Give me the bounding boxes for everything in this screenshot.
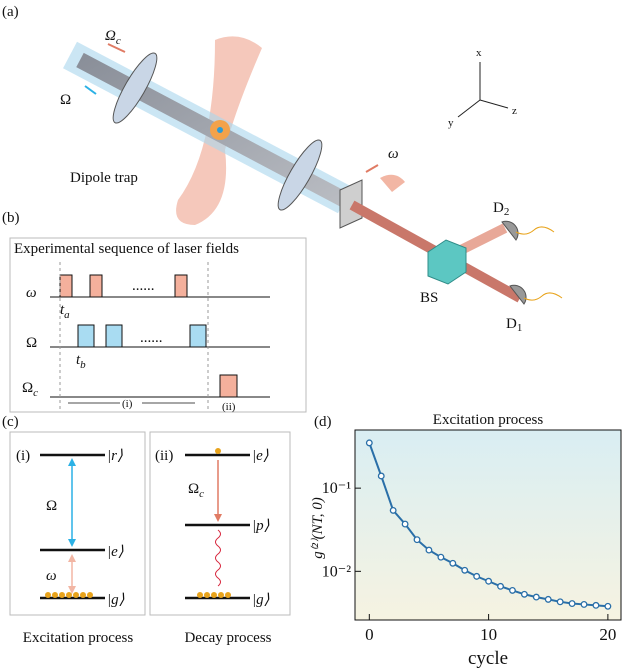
point xyxy=(556,598,564,606)
point xyxy=(389,506,397,514)
omega-c-label: Ωc xyxy=(105,28,121,47)
y-tick-label: 10⁻¹ xyxy=(322,480,351,497)
sym: Ω xyxy=(188,481,199,497)
point xyxy=(401,520,409,528)
time-label: ta xyxy=(60,302,70,321)
point xyxy=(532,593,540,601)
omega-label: ω xyxy=(388,146,399,162)
ellipsis: ...... xyxy=(132,278,155,294)
point xyxy=(425,546,433,554)
coupling-label: ω xyxy=(46,568,57,584)
point xyxy=(568,600,576,607)
x-tick-label: 20 xyxy=(599,625,616,644)
sym: t xyxy=(60,302,65,318)
sub: 2 xyxy=(504,206,510,218)
caption: Decay process xyxy=(184,630,271,646)
phase-label: (i) xyxy=(122,398,133,410)
axis-label: y xyxy=(448,117,454,129)
detector-label: D1 xyxy=(506,316,522,334)
point xyxy=(437,553,445,561)
y-tick-label: 10⁻² xyxy=(322,563,351,580)
panel-label: (a) xyxy=(2,4,19,20)
omega-label: Ω xyxy=(60,92,71,108)
plot-frame xyxy=(354,429,622,621)
point xyxy=(485,577,493,585)
point xyxy=(580,600,588,608)
sym: Ω xyxy=(22,380,33,396)
panel-label: (c) xyxy=(2,414,19,430)
caption: Excitation process xyxy=(23,630,134,646)
point xyxy=(497,582,504,590)
point xyxy=(413,536,421,544)
state-label: |g⟩ xyxy=(252,592,270,608)
point xyxy=(449,559,457,567)
y-axis-label: g⁽²⁾(NT, 0) xyxy=(310,497,326,559)
plot: 10⁻¹ 10⁻² 0 10 20 xyxy=(322,439,616,644)
sub: c xyxy=(199,488,204,500)
state-label: |p⟩ xyxy=(252,518,270,534)
sub: a xyxy=(64,309,70,321)
state-label: |g⟩ xyxy=(107,592,125,608)
bs-label: BS xyxy=(420,290,438,306)
point xyxy=(592,601,600,609)
time-label: tb xyxy=(76,352,86,371)
point xyxy=(377,472,385,480)
x-axis-label: cycle xyxy=(468,648,508,669)
trap-label: Dipole trap xyxy=(70,170,138,186)
row-label: Ω xyxy=(26,335,37,351)
sym: D xyxy=(506,316,517,332)
panel-label: (d) xyxy=(314,414,332,430)
point xyxy=(473,572,481,580)
plot-area xyxy=(355,430,621,620)
row-label: Ωc xyxy=(22,380,38,399)
point xyxy=(520,590,528,598)
sub: b xyxy=(80,359,86,371)
point xyxy=(604,602,612,610)
point xyxy=(509,586,516,594)
tag: (ii) xyxy=(155,448,173,464)
x-tick-label: 10 xyxy=(480,625,497,644)
sequence-art xyxy=(9,237,307,413)
state-label: |r⟩ xyxy=(107,448,123,464)
phase-label: (ii) xyxy=(222,401,236,413)
ellipsis: ...... xyxy=(140,330,163,346)
sym: D xyxy=(493,200,504,216)
detector-label: D2 xyxy=(493,200,509,218)
point xyxy=(461,566,469,574)
sub: c xyxy=(33,387,38,399)
x-tick-label: 0 xyxy=(365,625,374,644)
sub: 1 xyxy=(517,322,523,334)
coupling-label: Ωc xyxy=(188,481,204,500)
axis-label: z xyxy=(512,105,517,117)
panel-label: (b) xyxy=(2,210,20,226)
coupling-label: Ω xyxy=(46,498,57,514)
sym: t xyxy=(76,352,81,368)
setup-art xyxy=(63,36,563,305)
axis-label: x xyxy=(476,47,482,59)
state-label: |e⟩ xyxy=(252,448,269,464)
tag: (i) xyxy=(16,448,30,464)
point xyxy=(544,595,552,603)
row-label: ω xyxy=(26,285,37,301)
sym: Ω xyxy=(105,28,116,44)
chart-title: Excitation process xyxy=(433,412,544,428)
point xyxy=(365,439,373,447)
state-label: |e⟩ xyxy=(107,544,124,560)
level-art xyxy=(9,431,291,616)
sequence-title: Experimental sequence of laser fields xyxy=(14,241,239,257)
sub: c xyxy=(116,35,121,47)
